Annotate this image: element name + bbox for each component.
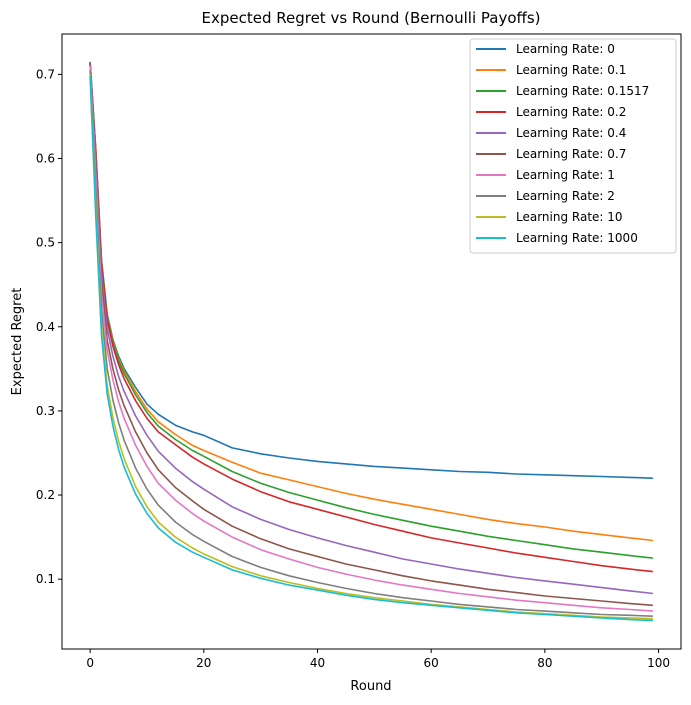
x-tick-label: 60 [424, 656, 439, 670]
chart-title: Expected Regret vs Round (Bernoulli Payo… [201, 9, 540, 27]
legend-box [469, 38, 677, 254]
x-tick-label: 20 [196, 656, 211, 670]
legend-label: Learning Rate: 1 [516, 168, 615, 182]
x-axis-label: Round [350, 679, 391, 694]
y-tick-label: 0.5 [36, 236, 55, 250]
legend-label: Learning Rate: 0.7 [516, 147, 626, 161]
y-tick-label: 0.6 [36, 152, 55, 166]
legend: Learning Rate: 0 Learning Rate: 0.1 Learni… [469, 38, 677, 254]
series-line-4 [89, 63, 653, 595]
y-axis-label: Expected Regret [10, 288, 25, 396]
series-line-3 [89, 62, 653, 573]
y-axis: 0.1 0.2 0.3 0.4 0.5 0.6 0.7 [36, 67, 62, 586]
x-tick-label: 100 [647, 656, 670, 670]
legend-label: Learning Rate: 0.1517 [516, 84, 649, 98]
series-line-6 [89, 65, 653, 612]
y-tick-label: 0.4 [36, 320, 55, 334]
y-tick-label: 0.1 [36, 572, 55, 586]
legend-label: Learning Rate: 0.4 [516, 126, 626, 140]
series-line-5 [89, 64, 653, 607]
y-tick-label: 0.7 [36, 67, 55, 81]
series-line-2 [89, 62, 653, 559]
legend-label: Learning Rate: 1000 [516, 231, 638, 245]
series-line-7 [89, 70, 653, 617]
legend-label: Learning Rate: 10 [516, 210, 623, 224]
y-tick-label: 0.3 [36, 404, 55, 418]
legend-label: Learning Rate: 0.1 [516, 63, 626, 77]
plot-area [89, 61, 653, 622]
legend-label: Learning Rate: 0.2 [516, 105, 626, 119]
legend-label: Learning Rate: 2 [516, 189, 615, 203]
series-line-9 [89, 76, 653, 622]
legend-label: Learning Rate: 0 [516, 42, 615, 56]
y-tick-label: 0.2 [36, 488, 55, 502]
x-axis: 0 20 40 60 80 100 [86, 649, 670, 670]
x-tick-label: 40 [310, 656, 325, 670]
x-tick-label: 0 [86, 656, 94, 670]
plot-frame [61, 33, 682, 650]
x-tick-label: 80 [537, 656, 552, 670]
